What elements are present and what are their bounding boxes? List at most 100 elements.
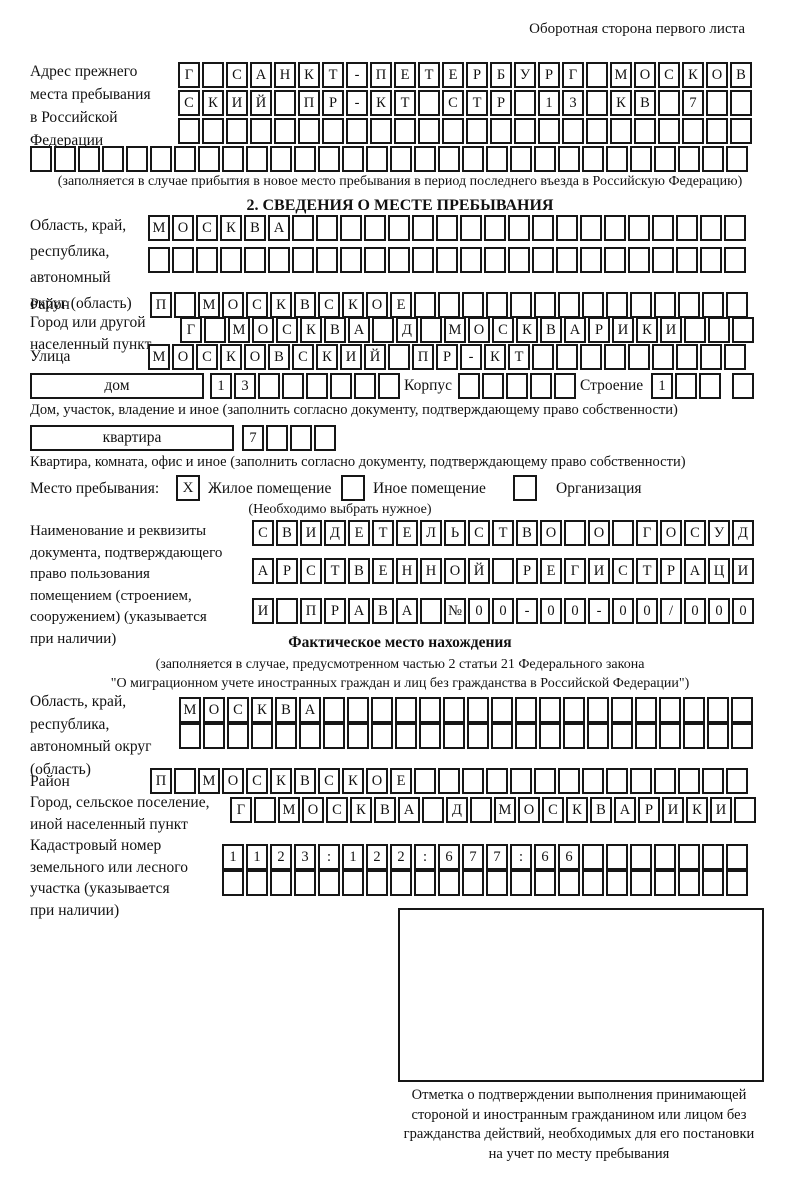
fact-caption-1: (заполняется в случае, предусмотренном ч… [155, 657, 645, 672]
fact-kadastr-label: Кадастровый номер земельного или лесного у… [30, 835, 230, 921]
char-box: Ь [444, 520, 466, 546]
char-box [420, 598, 442, 624]
char-box [586, 90, 608, 116]
char-box [246, 870, 268, 896]
char-box [732, 317, 754, 343]
char-box: С [468, 520, 490, 546]
char-box [438, 292, 460, 318]
label-line: округ (область) [30, 295, 132, 312]
char-box: А [684, 558, 706, 584]
char-box [562, 118, 584, 144]
char-box [202, 62, 224, 88]
char-box [604, 344, 626, 370]
char-box [676, 247, 698, 273]
char-box [418, 90, 440, 116]
char-box: Г [562, 62, 584, 88]
char-box: О [518, 797, 540, 823]
char-box: К [636, 317, 658, 343]
char-box: М [179, 697, 201, 723]
char-box [538, 118, 560, 144]
korpus-row [458, 373, 578, 399]
char-box [676, 215, 698, 241]
char-box [724, 215, 746, 241]
char-box: С [227, 697, 249, 723]
char-box: Р [490, 90, 512, 116]
char-box: К [220, 215, 242, 241]
char-box [443, 723, 465, 749]
char-box [587, 723, 609, 749]
fact-oblast-row-2 [179, 723, 755, 749]
char-box: К [316, 344, 338, 370]
char-box [204, 317, 226, 343]
stroenie-row: 1 [651, 373, 723, 399]
char-box: Р [466, 62, 488, 88]
label-line: гражданства действий, необходимых для ег… [403, 1126, 755, 1142]
char-box [530, 373, 552, 399]
char-box: 0 [540, 598, 562, 624]
label-line: участка (указывается [30, 880, 170, 897]
char-box: Г [230, 797, 252, 823]
char-box [654, 146, 676, 172]
char-box [316, 247, 338, 273]
label-line: Город или другой [30, 314, 146, 331]
char-box: О [222, 292, 244, 318]
char-box [652, 247, 674, 273]
char-box [198, 146, 220, 172]
char-box: К [342, 292, 364, 318]
prev-address-row-3 [178, 118, 754, 144]
char-box: О [660, 520, 682, 546]
char-box: К [220, 344, 242, 370]
char-box [634, 118, 656, 144]
char-box: С [300, 558, 322, 584]
gorod-label: Город или другой населенный пункт [30, 312, 180, 356]
char-box [708, 317, 730, 343]
char-box [395, 697, 417, 723]
char-box [564, 520, 586, 546]
char-box: Т [372, 520, 394, 546]
char-box: М [278, 797, 300, 823]
char-box: Е [394, 62, 416, 88]
char-box [582, 146, 604, 172]
char-box [394, 118, 416, 144]
char-box: Д [324, 520, 346, 546]
char-box [534, 870, 556, 896]
char-box: Е [390, 292, 412, 318]
char-box: В [516, 520, 538, 546]
char-box [582, 870, 604, 896]
char-box [462, 292, 484, 318]
document-row-3: И П Р А В А № 0 0-0 0-0 0/0 0 0 [252, 598, 756, 624]
label-line: при наличии) [30, 630, 117, 647]
char-box: Т [466, 90, 488, 116]
char-box: Б [490, 62, 512, 88]
dom-label-box: дом [30, 373, 204, 399]
char-box [580, 344, 602, 370]
char-box [702, 768, 724, 794]
char-box: О [203, 697, 225, 723]
char-box [654, 292, 676, 318]
char-box: Р [538, 62, 560, 88]
char-box: Е [372, 558, 394, 584]
char-box: Т [324, 558, 346, 584]
char-box: Н [274, 62, 296, 88]
char-box [731, 697, 753, 723]
label-line: Область, край, [30, 217, 127, 234]
char-box: Г [564, 558, 586, 584]
char-box: В [294, 292, 316, 318]
label-line: Наименование и реквизиты [30, 523, 207, 539]
checkbox-organizatsiya [513, 475, 537, 501]
char-box: 0 [684, 598, 706, 624]
option-organizatsiya-label: Организация [556, 480, 642, 497]
char-box [683, 697, 705, 723]
char-box: П [370, 62, 392, 88]
char-box [606, 146, 628, 172]
char-box [371, 697, 393, 723]
char-box [587, 697, 609, 723]
char-box [316, 215, 338, 241]
char-box [342, 146, 364, 172]
char-box: 3 [234, 373, 256, 399]
char-box [700, 344, 722, 370]
char-box: Р [516, 558, 538, 584]
char-box: А [396, 598, 418, 624]
